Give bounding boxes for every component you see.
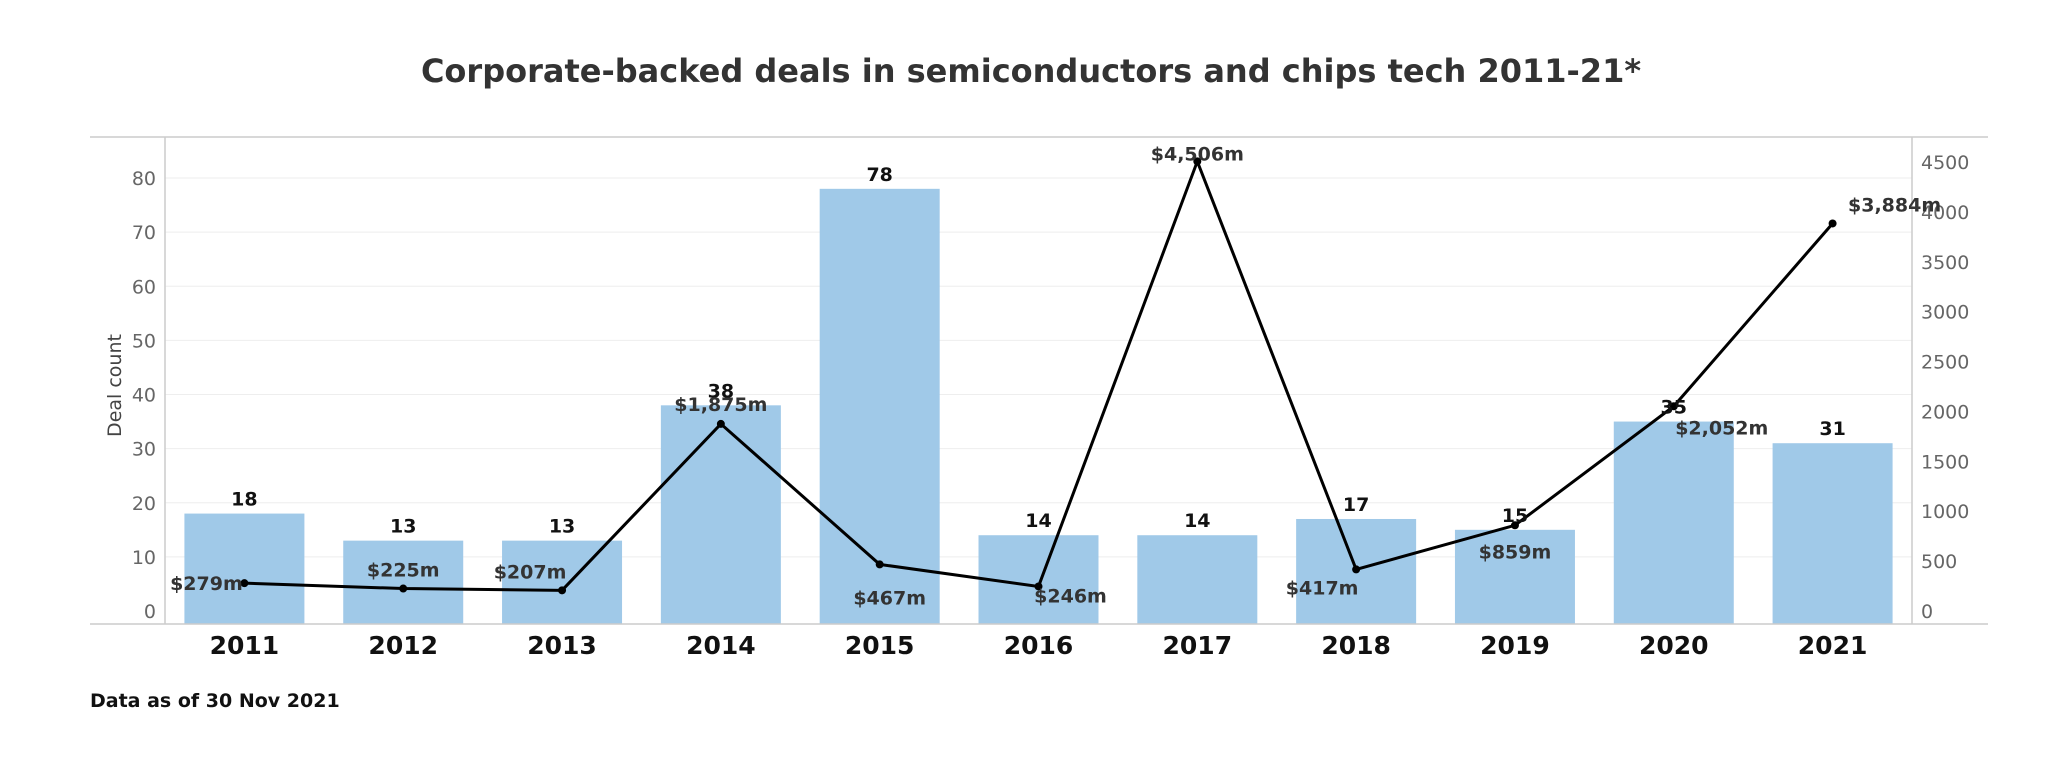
- y-tick-label-left: 0: [144, 601, 156, 623]
- footnote: Data as of 30 Nov 2021: [90, 690, 340, 712]
- labels-layer: 18 13 13 38 78 14 14 17 15 35 31 $279m $225m $207m $1,…: [170, 143, 1941, 609]
- chart-title: Corporate-backed deals in semiconductors…: [420, 52, 1642, 90]
- bar-2012: [343, 540, 464, 624]
- line-value-label: $1,875m: [674, 394, 767, 416]
- y-tick-label-right: 1500: [1921, 451, 1969, 473]
- deal-value-point-2020: [1669, 402, 1678, 411]
- line-value-label: $207m: [494, 561, 567, 583]
- y-tick-label-left: 50: [132, 330, 156, 352]
- x-tick-label: 2012: [368, 631, 438, 660]
- y-tick-label-right: 3500: [1921, 252, 1969, 274]
- line-value-label: $859m: [1479, 541, 1552, 563]
- deal-value-point-2014: [716, 419, 725, 428]
- bar-value-label: 17: [1343, 494, 1369, 516]
- bar-value-label: 31: [1819, 418, 1845, 440]
- x-tick-label: 2014: [686, 631, 756, 660]
- line-value-label: $467m: [853, 587, 926, 609]
- bar-value-label: 18: [231, 489, 257, 511]
- bar-value-label: 13: [390, 516, 416, 538]
- bar-value-label: 35: [1661, 397, 1687, 419]
- deal-value-point-2015: [875, 560, 884, 569]
- deal-value-point-2017: [1193, 157, 1202, 166]
- axis-layer: 0 10 20 30 40 50 60 70 80 0 500 1000 1500 2000 2500 300…: [90, 136, 1988, 660]
- x-tick-label: 2017: [1163, 631, 1233, 660]
- y-axis-title: Deal count: [104, 334, 126, 437]
- x-tick-label: 2013: [527, 631, 597, 660]
- deal-value-point-2012: [399, 584, 408, 593]
- bar-2015: [819, 188, 940, 624]
- bar-2019: [1454, 529, 1575, 624]
- x-tick-label: 2016: [1004, 631, 1074, 660]
- bars-layer: [184, 188, 1893, 624]
- x-tick-label: 2018: [1321, 631, 1391, 660]
- x-tick-label: 2020: [1639, 631, 1709, 660]
- y-tick-label-right: 4000: [1921, 202, 1969, 224]
- y-tick-label-left: 20: [132, 493, 156, 515]
- x-tick-label: 2021: [1798, 631, 1868, 660]
- line-value-label: $279m: [170, 573, 243, 595]
- deal-value-point-2018: [1352, 565, 1361, 574]
- y-tick-label-left: 80: [132, 168, 156, 190]
- y-tick-label-left: 40: [132, 385, 156, 407]
- y-tick-label-left: 10: [132, 547, 156, 569]
- line-value-label: $2,052m: [1675, 417, 1768, 439]
- x-tick-label: 2011: [210, 631, 280, 660]
- y-tick-label-left: 30: [132, 439, 156, 461]
- x-tick-label: 2019: [1480, 631, 1550, 660]
- bar-value-label: 14: [1025, 510, 1051, 532]
- y-tick-label-right: 500: [1921, 551, 1957, 573]
- deal-value-point-2019: [1510, 521, 1519, 530]
- line-value-label: $246m: [1034, 585, 1107, 607]
- x-tick-label: 2015: [845, 631, 915, 660]
- bar-2014: [660, 405, 781, 624]
- bar-value-label: 13: [549, 516, 575, 538]
- y-tick-label-left: 70: [132, 222, 156, 244]
- bar-2020: [1613, 421, 1734, 624]
- bar-value-label: 14: [1184, 510, 1210, 532]
- deal-value-point-2011: [240, 579, 249, 588]
- y-tick-label-right: 4500: [1921, 152, 1969, 174]
- bar-2013: [502, 540, 623, 624]
- deal-value-point-2013: [558, 586, 567, 595]
- bar-2021: [1772, 443, 1893, 624]
- bar-value-label: 78: [866, 164, 892, 186]
- line-value-label: $225m: [367, 560, 440, 582]
- bar-value-label: 38: [708, 380, 734, 402]
- bar-2017: [1137, 535, 1258, 624]
- y-tick-label-left: 60: [132, 276, 156, 298]
- y-tick-label-right: 1000: [1921, 501, 1969, 523]
- y-tick-label-right: 2500: [1921, 352, 1969, 374]
- y-tick-label-right: 2000: [1921, 401, 1969, 423]
- deal-value-point-2021: [1828, 219, 1837, 228]
- deal-value-point-2016: [1034, 582, 1043, 591]
- line-value-label: $417m: [1286, 577, 1359, 599]
- bar-2011: [184, 513, 305, 624]
- y-tick-label-right: 3000: [1921, 302, 1969, 324]
- line-layer: [240, 157, 1837, 595]
- y-tick-label-right: 0: [1921, 601, 1933, 623]
- line-value-label: $3,884m: [1848, 194, 1941, 216]
- line-value-label: $4,506m: [1151, 143, 1244, 165]
- bar-value-label: 15: [1502, 505, 1528, 527]
